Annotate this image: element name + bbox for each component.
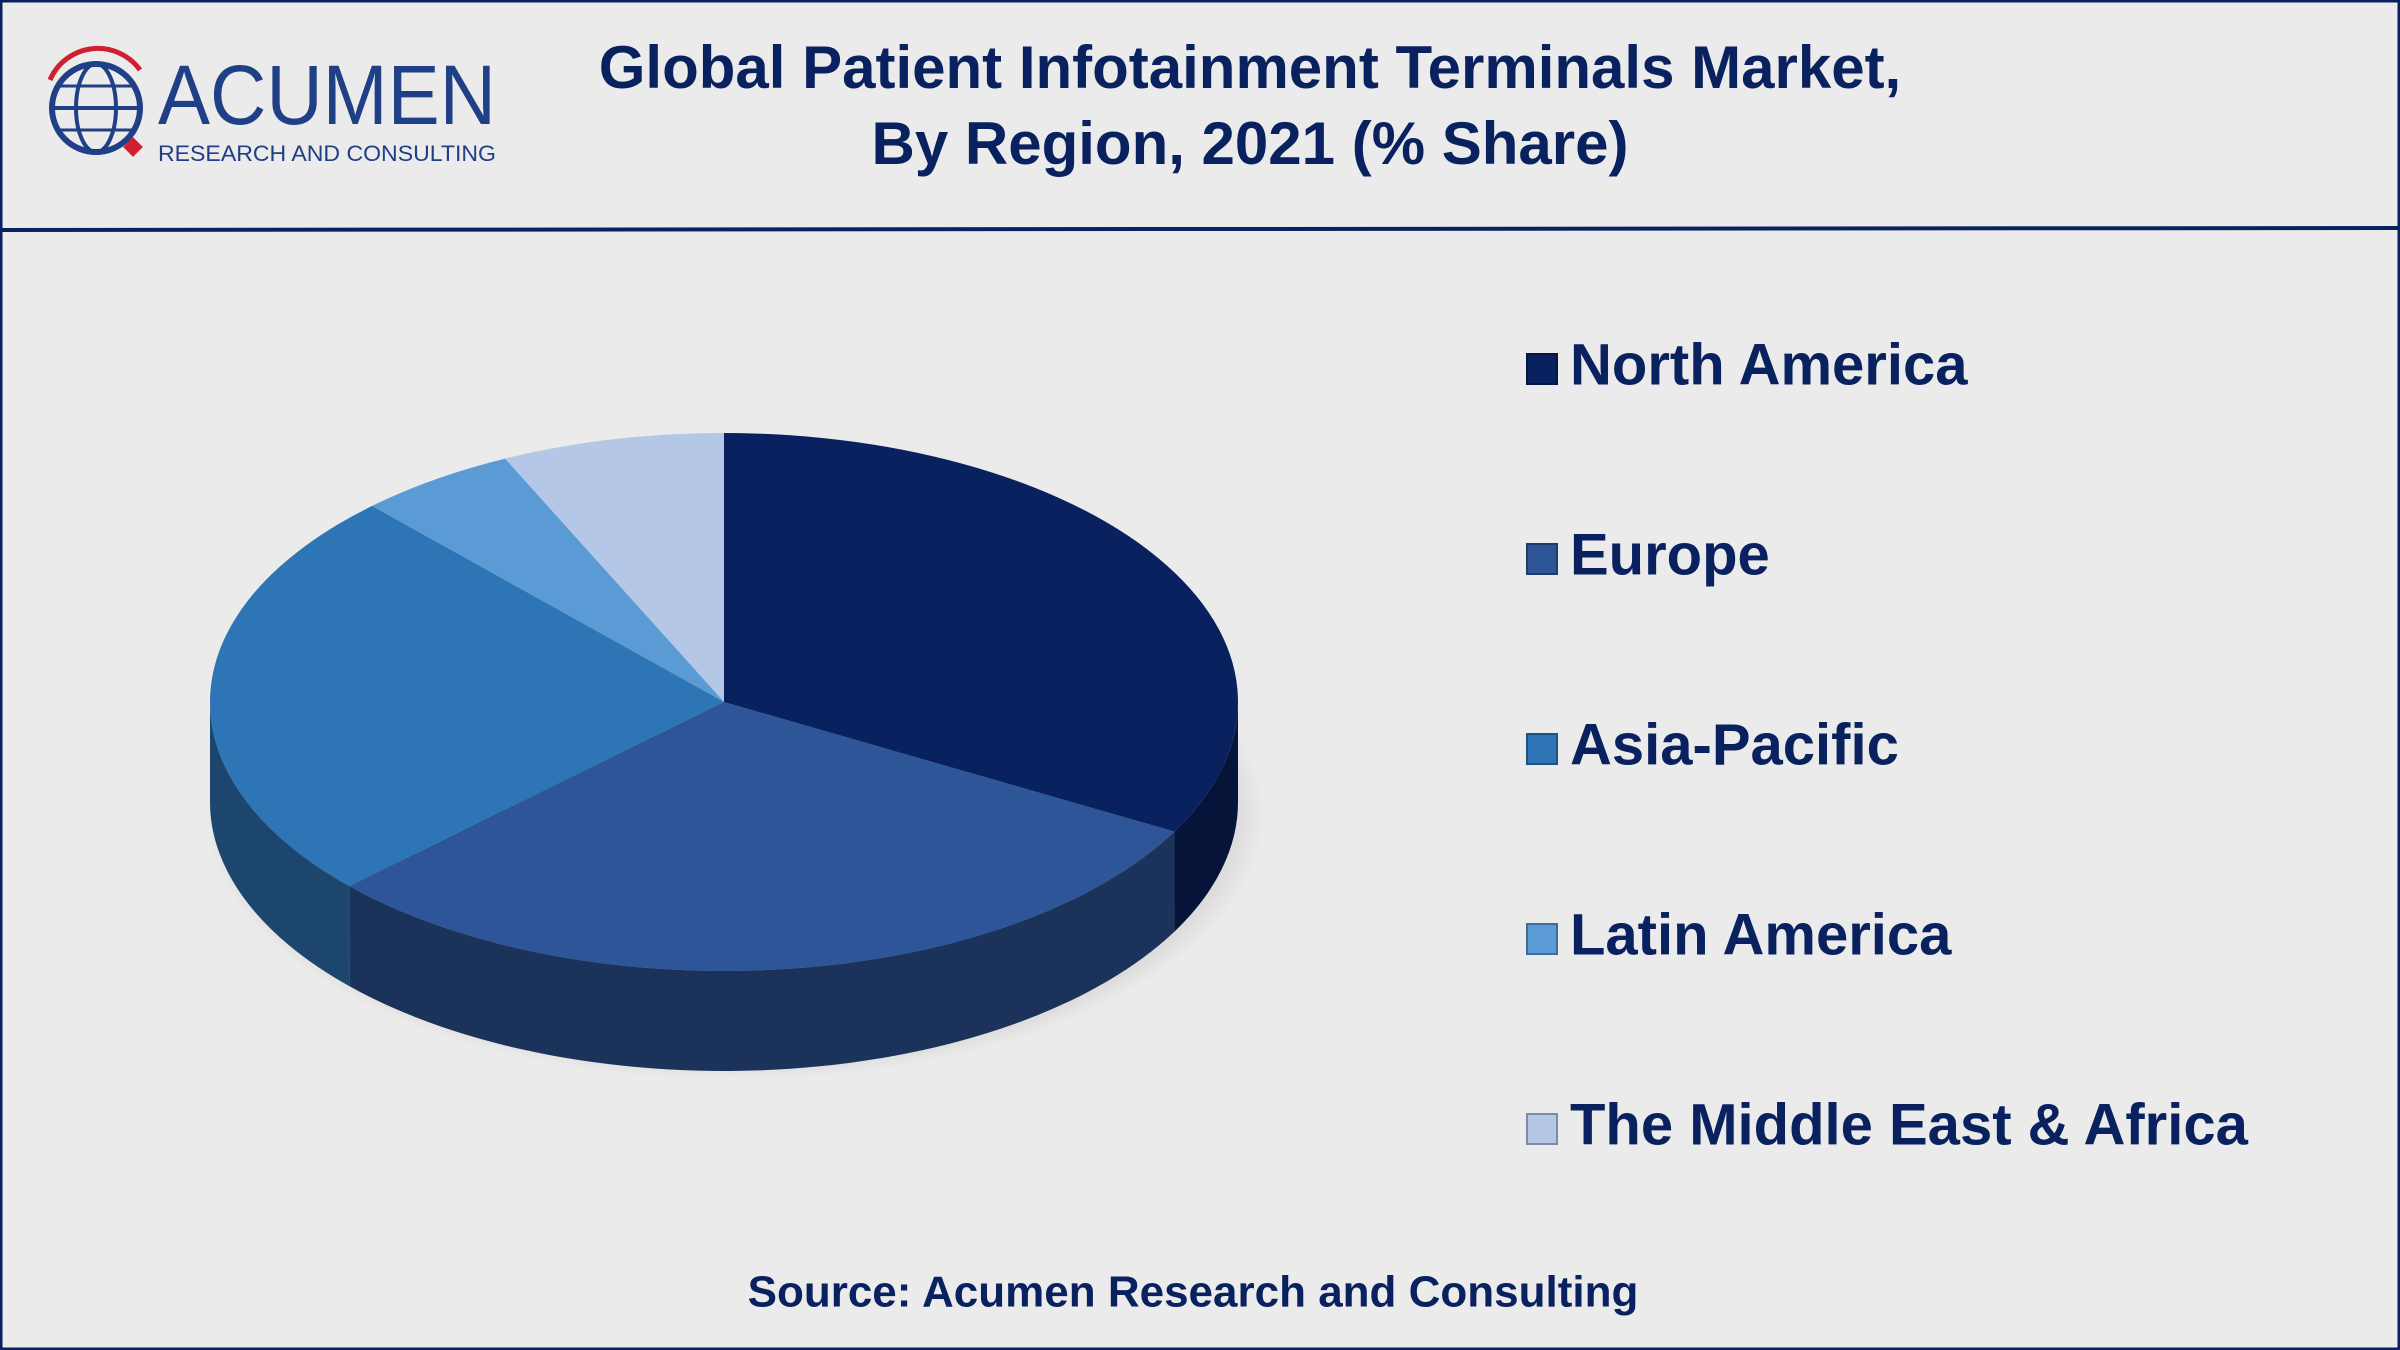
pie-side [210,702,350,987]
source: Source: Acumen Research and Consulting [748,1268,1639,1317]
chart-title: Global Patient Infotainment Terminals Ma… [599,34,1901,101]
legend-label: The Middle East & Africa [1570,1092,2249,1157]
pie-slice [349,702,1175,971]
logo-arc [47,45,143,82]
logo-tagline: RESEARCH AND CONSULTING [158,141,496,166]
pie-slice [505,433,724,702]
pie-slice [724,433,1238,832]
legend-label: Europe [1570,522,1770,587]
legend-label: North America [1570,332,1968,397]
legend-swatch [1526,733,1558,765]
legend-swatch [1526,543,1558,575]
logo: ACUMEN RESEARCH AND CONSULTING [47,45,496,166]
legend-swatch [1526,353,1558,385]
legend-swatch [1526,1113,1558,1145]
legend-label: Asia-Pacific [1570,712,1899,777]
pie-slice [210,505,724,887]
pie-side [1174,702,1238,932]
header-rule [0,226,2400,232]
legend-swatch [1526,923,1558,955]
pie-side [349,831,1175,1071]
legend-label: Latin America [1570,902,1952,967]
logo-name: ACUMEN [158,48,496,142]
chart-title: By Region, 2021 (% Share) [872,110,1629,177]
pie-slice [372,458,724,702]
